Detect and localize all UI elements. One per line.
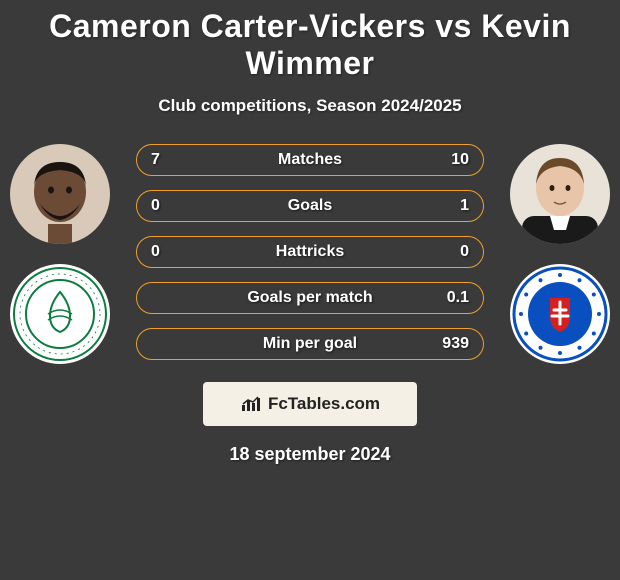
subtitle: Club competitions, Season 2024/2025 [0,96,620,116]
right-column [508,144,612,364]
club-left-crest [10,264,110,364]
stat-row: Min per goal 939 [136,328,484,360]
stat-right-value: 0 [439,243,469,261]
date-text: 18 september 2024 [229,444,390,465]
fctables-logo: FcTables.com [203,382,417,426]
player-right-avatar [510,144,610,244]
stats-column: 7Matches100Goals10Hattricks0Goals per ma… [112,144,508,360]
chart-icon [240,395,262,413]
stat-row: 0 Goals 1 [136,190,484,222]
stat-left-value: 7 [151,151,181,169]
left-column [8,144,112,364]
stat-left-value: 0 [151,197,181,215]
stat-right-value: 1 [439,197,469,215]
stat-label: Goals [288,197,332,215]
stat-row: Goals per match 0.1 [136,282,484,314]
logo-text: FcTables.com [268,394,380,414]
stat-right-value: 10 [439,151,469,169]
page-title: Cameron Carter-Vickers vs Kevin Wimmer [0,8,620,82]
stat-right-value: 939 [439,335,469,353]
stat-label: Min per goal [263,335,357,353]
stat-label: Goals per match [247,289,372,307]
stat-row: 0 Hattricks 0 [136,236,484,268]
club-right-crest [510,264,610,364]
stat-row: 7 Matches 10 [136,144,484,176]
footer: FcTables.com 18 september 2024 [0,382,620,465]
comparison-row: 7Matches100Goals10Hattricks0Goals per ma… [0,144,620,364]
stat-left-value: 0 [151,243,181,261]
stat-right-value: 0.1 [439,289,469,307]
stat-label: Hattricks [276,243,344,261]
stat-label: Matches [278,151,342,169]
player-left-avatar [10,144,110,244]
